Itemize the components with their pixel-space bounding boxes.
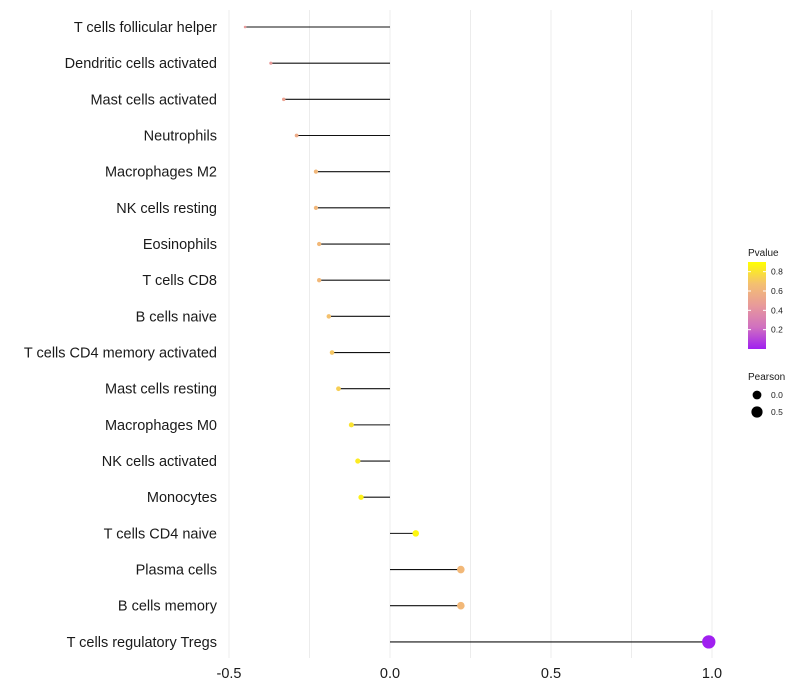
- category-label: Mast cells resting: [105, 382, 217, 398]
- size-legend-dot: [751, 406, 763, 418]
- pvalue-colorbar: [748, 262, 766, 349]
- lollipop-dot: [243, 25, 247, 29]
- gridlines: [228, 10, 713, 658]
- category-label: Dendritic cells activated: [65, 56, 217, 72]
- lollipop-dot: [329, 350, 335, 355]
- lollipop-dot: [355, 458, 361, 464]
- category-label: Macrophages M2: [105, 165, 217, 181]
- lollipop-dot: [457, 565, 465, 574]
- category-label: NK cells activated: [102, 454, 217, 470]
- category-label: T cells regulatory Tregs: [67, 635, 217, 651]
- category-label: T cells CD4 memory activated: [24, 346, 217, 362]
- lollipop-dots: [243, 25, 716, 649]
- colorbar-tick-label: 0.6: [771, 286, 783, 296]
- lollipop-stems: [245, 26, 709, 643]
- category-label: T cells follicular helper: [74, 20, 217, 36]
- category-label: Monocytes: [147, 490, 217, 506]
- lollipop-dot: [313, 169, 319, 174]
- category-label: B cells naive: [136, 309, 217, 325]
- colorbar-tick-label: 0.4: [771, 305, 783, 315]
- x-tick-label: -0.5: [217, 666, 242, 682]
- category-label: Neutrophils: [144, 129, 217, 145]
- lollipop-dot: [317, 278, 322, 283]
- category-label: Plasma cells: [136, 563, 217, 579]
- category-label: T cells CD8: [142, 273, 217, 289]
- colorbar-tick-label: 0.8: [771, 267, 783, 277]
- lollipop-dot: [412, 530, 420, 537]
- lollipop-dot: [269, 61, 273, 65]
- pvalue-legend: Pvalue 0.2 0.4 0.6 0.8: [748, 248, 783, 349]
- category-label: T cells CD4 naive: [104, 526, 217, 542]
- category-label: B cells memory: [118, 599, 218, 615]
- lollipop-dot: [281, 97, 286, 102]
- lollipop-dot: [348, 422, 354, 428]
- x-axis-ticks: -0.5 0.0 0.5 1.0: [217, 666, 723, 682]
- lollipop-dot: [336, 386, 341, 392]
- lollipop-dot: [702, 635, 716, 649]
- category-label: Macrophages M0: [105, 418, 217, 434]
- pearson-legend: Pearson 0.0 0.5: [748, 372, 785, 418]
- lollipop-dot: [317, 241, 322, 247]
- x-tick-label: 0.5: [541, 666, 561, 682]
- lollipop-dot: [457, 601, 465, 610]
- category-label: Mast cells activated: [90, 92, 217, 108]
- pvalue-legend-title: Pvalue: [748, 248, 779, 259]
- pearson-legend-title: Pearson: [748, 372, 785, 383]
- lollipop-dot: [313, 205, 319, 210]
- lollipop-dot: [294, 133, 299, 138]
- size-legend-label: 0.5: [771, 407, 783, 417]
- x-tick-label: 1.0: [702, 666, 722, 682]
- x-tick-label: 0.0: [380, 666, 400, 682]
- lollipop-dot: [326, 314, 332, 319]
- size-legend-label: 0.0: [771, 390, 783, 400]
- category-label: Eosinophils: [143, 237, 217, 253]
- lollipop-dot: [358, 494, 364, 500]
- colorbar-tick-label: 0.2: [771, 325, 783, 335]
- category-labels: T cells follicular helper Dendritic cells…: [24, 20, 218, 651]
- category-label: NK cells resting: [116, 201, 217, 217]
- size-legend-dot: [752, 390, 762, 400]
